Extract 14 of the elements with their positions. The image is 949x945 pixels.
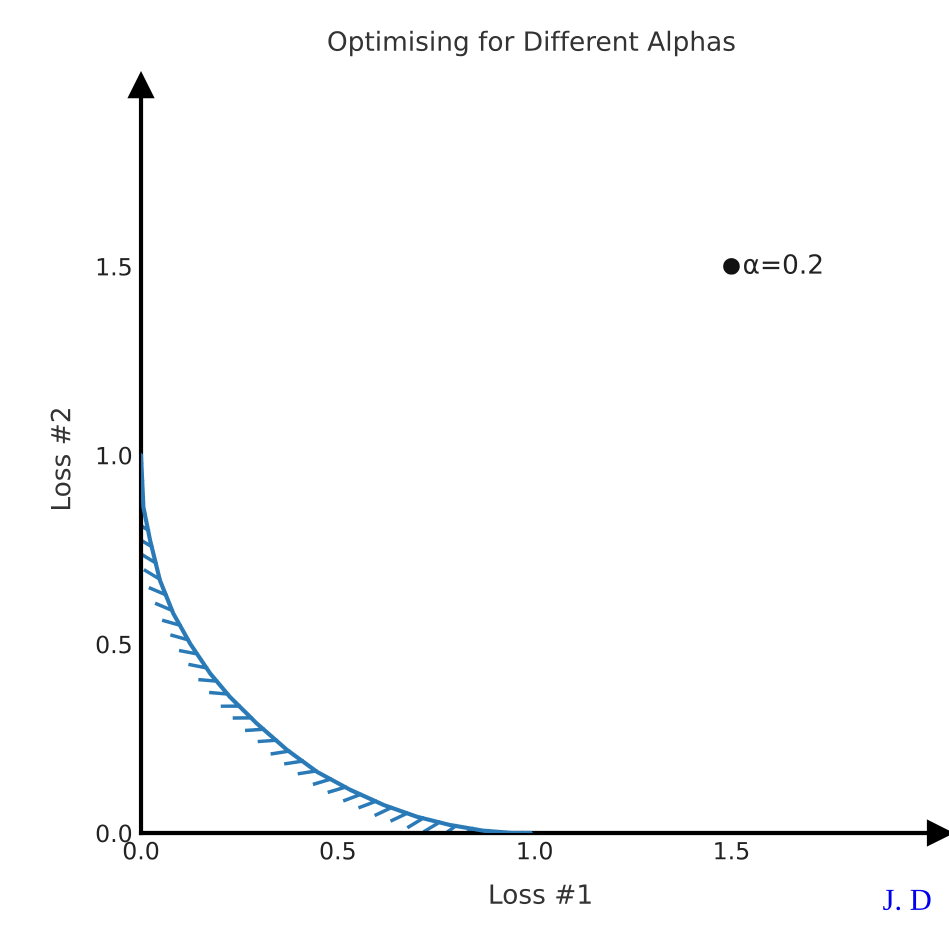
y-tick-label: 0.5 [96, 636, 131, 654]
text: J. D [883, 890, 931, 910]
line-series [141, 453, 533, 834]
y-tick-label: 0.0 [96, 824, 132, 842]
x-tick-label: 0.5 [320, 842, 355, 860]
y-tick-label: 1.0 [98, 446, 132, 465]
x-axis-title: Loss #1 [490, 884, 591, 904]
chart-title: Optimising for Different Alphas [328, 30, 735, 56]
annotation: α=0.2 [744, 254, 822, 274]
y-axis-title: Loss #2 [50, 409, 71, 510]
x-tick-label: 0.0 [124, 842, 158, 860]
x-tick-label: 1.0 [518, 842, 552, 860]
x-tick-label: 1.5 [715, 842, 748, 860]
y-tick-label: 1.5 [98, 258, 131, 276]
